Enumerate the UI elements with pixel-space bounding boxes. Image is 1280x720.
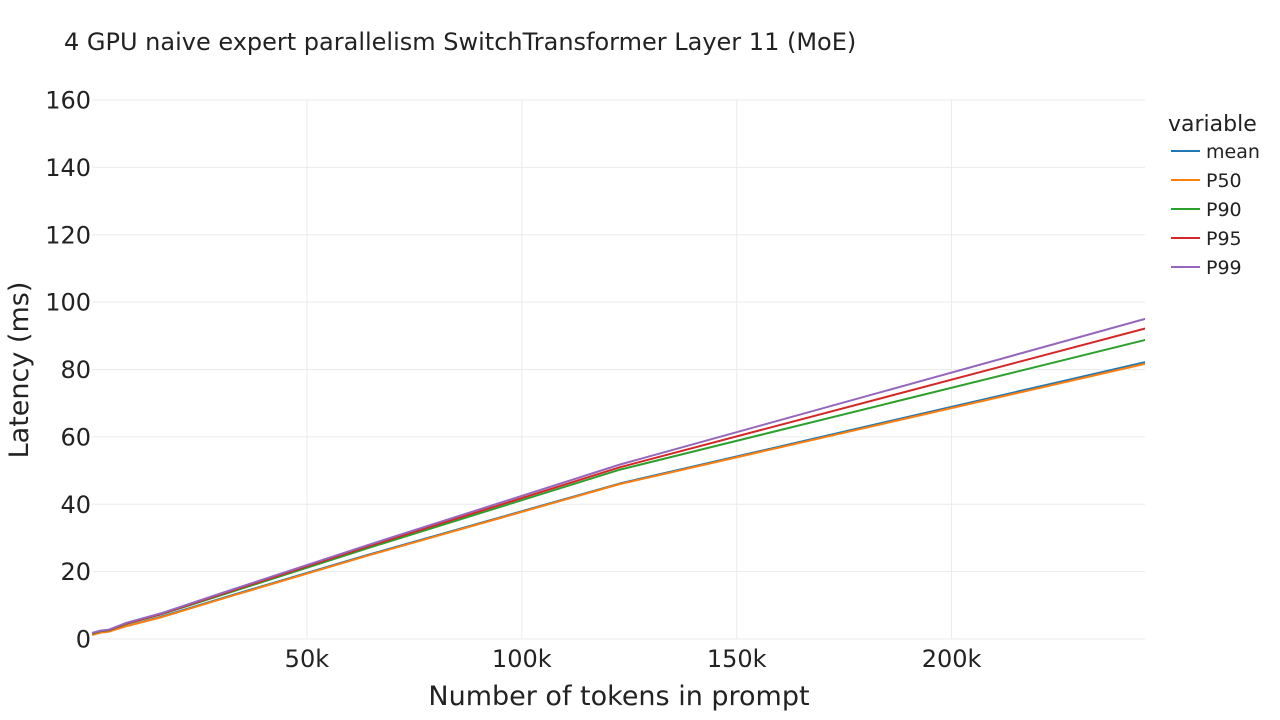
x-tick-label: 100k [492, 645, 552, 673]
legend-label-p99: P99 [1206, 257, 1242, 279]
x-tick-label: 50k [285, 645, 330, 673]
x-tick-label: 200k [922, 645, 982, 673]
x-axis-title: Number of tokens in prompt [428, 681, 809, 712]
y-tick-label: 160 [45, 87, 91, 115]
series-line-mean [92, 361, 1145, 636]
y-tick-label: 140 [45, 154, 91, 182]
x-tick-label: 150k [707, 645, 767, 673]
y-tick-label: 0 [76, 626, 91, 654]
y-tick-label: 100 [45, 289, 91, 317]
legend-label-mean: mean [1206, 141, 1260, 163]
grid [92, 99, 1145, 640]
legend-label-p50: P50 [1206, 170, 1242, 192]
legend-label-p95: P95 [1206, 228, 1242, 250]
legend: variable mean P50 P90 P95 P99 [1168, 112, 1260, 279]
series-line-p95 [92, 327, 1145, 635]
series-lines [92, 317, 1145, 636]
y-tick-label: 80 [60, 356, 91, 384]
y-tick-label: 120 [45, 221, 91, 249]
series-line-p50 [92, 362, 1145, 636]
series-line-p99 [92, 317, 1145, 634]
y-tick-label: 20 [60, 558, 91, 586]
y-axis-ticks: 0 20 40 60 80 100 120 140 160 [45, 87, 91, 654]
chart-title: 4 GPU naive expert parallelism SwitchTra… [64, 28, 856, 56]
y-tick-label: 60 [60, 423, 91, 451]
legend-title: variable [1168, 112, 1257, 137]
x-axis-ticks: 50k 100k 150k 200k [285, 645, 982, 673]
y-axis-title: Latency (ms) [4, 282, 35, 459]
legend-label-p90: P90 [1206, 199, 1242, 221]
y-tick-label: 40 [60, 491, 91, 519]
